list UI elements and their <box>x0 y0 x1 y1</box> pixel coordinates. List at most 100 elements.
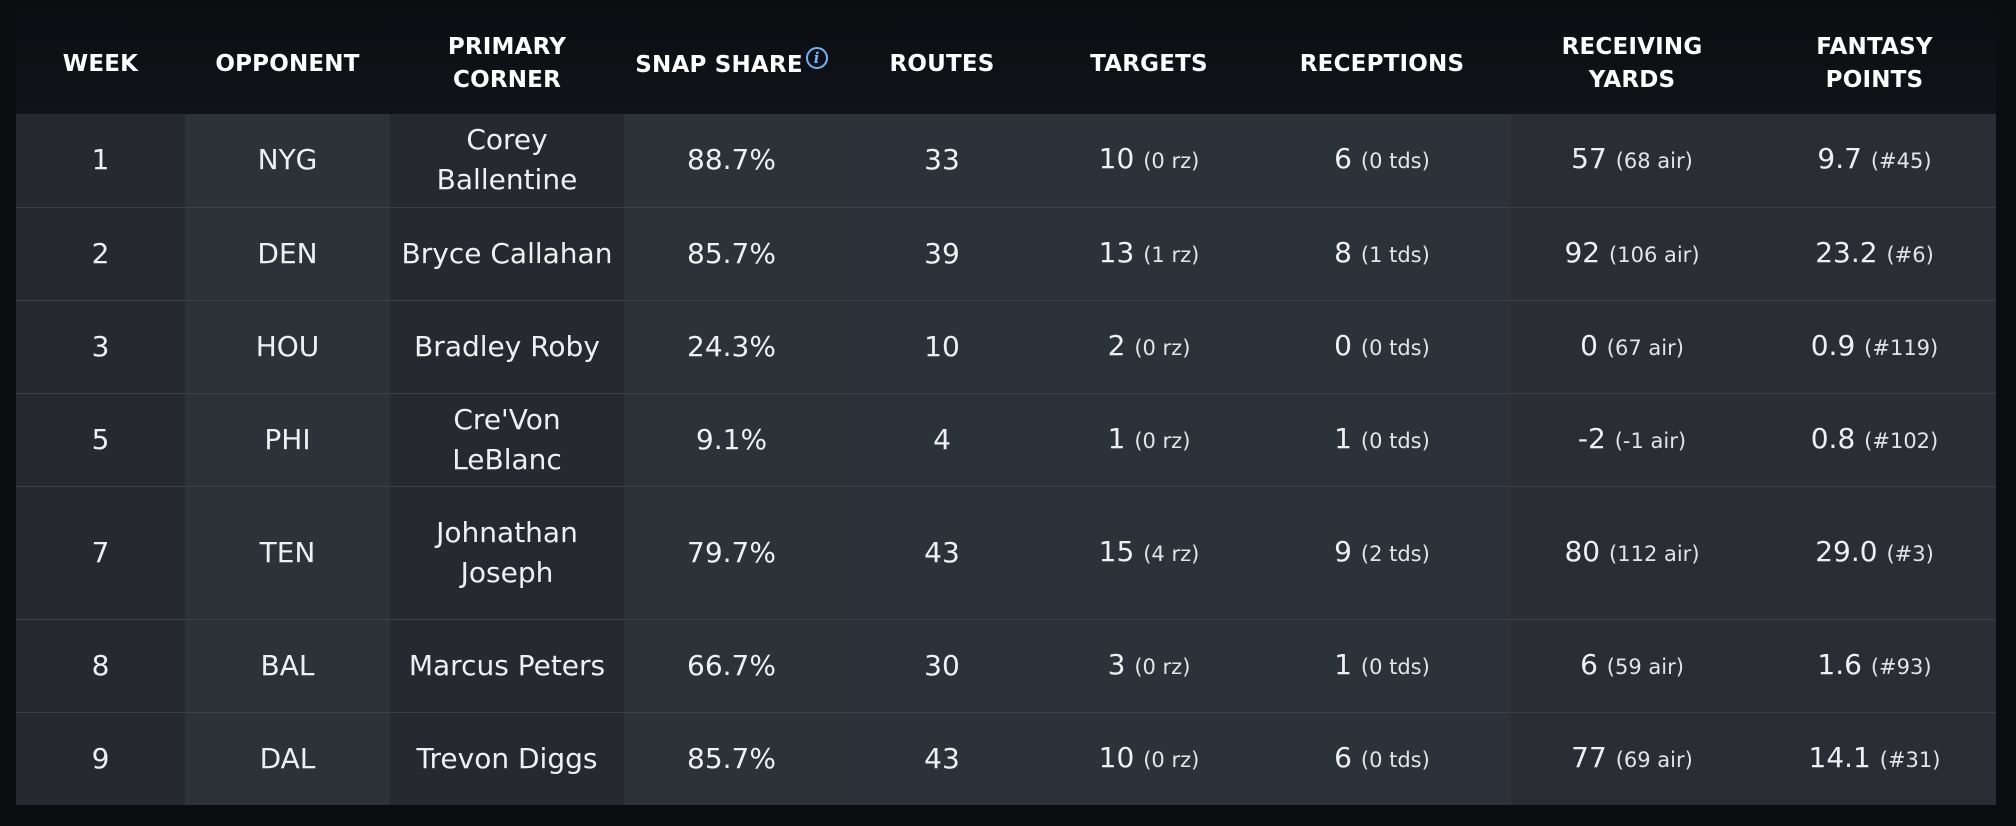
receptions-cell-detail: (1 tds) <box>1360 242 1430 267</box>
header-fantasy-points[interactable]: FANTASY POINTS <box>1753 14 1996 114</box>
targets-cell-value: 13 <box>1098 235 1135 269</box>
fantasy-points-cell-detail: (#31) <box>1879 747 1941 772</box>
primary-corner-cell: Bradley Roby <box>390 300 624 393</box>
receiving-yards-cell-value: -2 <box>1577 421 1606 455</box>
targets-cell: 13 (1 rz) <box>1045 207 1253 300</box>
receptions-cell: 0 (0 tds) <box>1253 300 1511 393</box>
fantasy-points-cell-detail: (#6) <box>1886 242 1934 267</box>
fantasy-points-cell-detail: (#45) <box>1870 149 1932 174</box>
receptions-cell-detail: (0 tds) <box>1360 747 1430 772</box>
routes-cell: 4 <box>839 393 1045 486</box>
targets-cell: 1 (0 rz) <box>1045 393 1253 486</box>
primary-corner-cell: Trevon Diggs <box>390 712 624 805</box>
fantasy-points-cell: 9.7 (#45) <box>1753 114 1996 207</box>
targets-cell-value: 3 <box>1107 647 1126 681</box>
header-receiving-yards[interactable]: RECEIVING YARDS <box>1561 34 1703 93</box>
receptions-cell-detail: (0 tds) <box>1360 654 1430 679</box>
opponent-cell: HOU <box>185 300 390 393</box>
receiving-yards-cell-value: 6 <box>1580 647 1598 681</box>
fantasy-points-cell-value: 23.2 <box>1815 235 1878 269</box>
fantasy-points-cell-value: 29.0 <box>1815 534 1878 568</box>
receptions-cell-value: 1 <box>1334 421 1352 455</box>
targets-cell-detail: (0 rz) <box>1134 428 1191 453</box>
opponent-cell: BAL <box>185 619 390 712</box>
snap-share-cell: 85.7% <box>624 207 839 300</box>
receptions-cell-detail: (0 tds) <box>1360 149 1430 174</box>
routes-cell: 30 <box>839 619 1045 712</box>
targets-cell-detail: (0 rz) <box>1143 149 1200 174</box>
table-row: 3 HOU Bradley Roby 24.3% 10 2 (0 rz) 0 (0 tds)… <box>16 300 1996 393</box>
fantasy-points-cell: 0.8 (#102) <box>1753 393 1996 486</box>
routes-cell: 43 <box>839 486 1045 619</box>
snap-share-cell: 79.7% <box>624 486 839 619</box>
table-row: 2 DEN Bryce Callahan 85.7% 39 13 (1 rz) 8 (1 t… <box>16 207 1996 300</box>
receptions-cell: 6 (0 tds) <box>1253 712 1511 805</box>
header-fantasy-points-line2: POINTS <box>1825 67 1924 93</box>
primary-corner-cell: Marcus Peters <box>390 619 624 712</box>
receiving-yards-cell: 92 (106 air) <box>1511 207 1753 300</box>
targets-cell-value: 10 <box>1098 740 1135 774</box>
targets-cell-value: 10 <box>1098 142 1135 176</box>
opponent-cell: DAL <box>185 712 390 805</box>
weekly-stats-table: WEEK OPPONENT PRIMARY CORNER SNAP SHARE i… <box>16 14 1996 805</box>
receptions-cell-value: 6 <box>1334 740 1352 774</box>
targets-cell-detail: (4 rz) <box>1143 541 1200 566</box>
week-cell: 1 <box>16 114 185 207</box>
receiving-yards-cell-value: 77 <box>1571 740 1607 774</box>
snap-share-cell: 88.7% <box>624 114 839 207</box>
table-row: 1 NYG Corey Ballentine 88.7% 33 10 (0 rz) 6 (0… <box>16 114 1996 207</box>
receptions-cell: 9 (2 tds) <box>1253 486 1511 619</box>
header-week[interactable]: WEEK <box>62 50 139 77</box>
header-primary-corner[interactable]: PRIMARY CORNER <box>447 34 567 93</box>
table-body: 1 NYG Corey Ballentine 88.7% 33 10 (0 rz) 6 (0… <box>16 114 1996 805</box>
receiving-yards-cell-detail: (-1 air) <box>1614 428 1687 453</box>
targets-cell-value: 2 <box>1107 328 1126 362</box>
fantasy-points-cell-value: 0.9 <box>1810 328 1856 362</box>
targets-cell-detail: (0 rz) <box>1143 747 1200 772</box>
receptions-cell-value: 9 <box>1334 534 1352 568</box>
receiving-yards-cell: 80 (112 air) <box>1511 486 1753 619</box>
receptions-cell-detail: (0 tds) <box>1360 335 1430 360</box>
table-row: 9 DAL Trevon Diggs 85.7% 43 10 (0 rz) 6 (0 tds… <box>16 712 1996 805</box>
snap-share-cell: 85.7% <box>624 712 839 805</box>
fantasy-points-cell-value: 1.6 <box>1817 647 1862 681</box>
fantasy-points-cell: 1.6 (#93) <box>1753 619 1996 712</box>
receiving-yards-cell-detail: (69 air) <box>1615 747 1693 772</box>
targets-cell: 15 (4 rz) <box>1045 486 1253 619</box>
fantasy-points-cell-detail: (#93) <box>1870 654 1932 679</box>
receiving-yards-cell-value: 80 <box>1564 534 1601 568</box>
receiving-yards-cell-detail: (67 air) <box>1606 335 1684 360</box>
receiving-yards-cell: -2 (-1 air) <box>1511 393 1753 486</box>
receptions-cell-detail: (0 tds) <box>1360 428 1430 453</box>
header-opponent[interactable]: OPPONENT <box>215 50 360 77</box>
fantasy-points-cell-value: 9.7 <box>1817 142 1862 176</box>
info-icon[interactable]: i <box>805 46 828 69</box>
receiving-yards-cell-value: 57 <box>1571 142 1607 176</box>
routes-cell: 39 <box>839 207 1045 300</box>
receptions-cell: 6 (0 tds) <box>1253 114 1511 207</box>
header-receptions[interactable]: RECEPTIONS <box>1299 50 1465 77</box>
routes-cell: 10 <box>839 300 1045 393</box>
receptions-cell-value: 0 <box>1334 328 1352 362</box>
targets-cell-value: 1 <box>1107 421 1126 455</box>
header-routes[interactable]: ROUTES <box>889 50 995 77</box>
receiving-yards-cell-detail: (106 air) <box>1609 242 1700 267</box>
targets-cell: 3 (0 rz) <box>1045 619 1253 712</box>
primary-corner-cell: Bryce Callahan <box>390 207 624 300</box>
receptions-cell-detail: (2 tds) <box>1360 541 1430 566</box>
header-snap-share-label: SNAP SHARE <box>635 51 803 78</box>
targets-cell-value: 15 <box>1098 534 1135 568</box>
fantasy-points-cell: 29.0 (#3) <box>1753 486 1996 619</box>
header-targets[interactable]: TARGETS <box>1090 50 1208 77</box>
receptions-cell-value: 8 <box>1334 235 1352 269</box>
week-cell: 7 <box>16 486 185 619</box>
fantasy-points-cell-detail: (#3) <box>1886 541 1934 566</box>
targets-cell: 2 (0 rz) <box>1045 300 1253 393</box>
fantasy-points-cell: 23.2 (#6) <box>1753 207 1996 300</box>
week-cell: 9 <box>16 712 185 805</box>
header-snap-share[interactable]: SNAP SHARE i <box>624 14 839 114</box>
week-cell: 2 <box>16 207 185 300</box>
table-row: 7 TEN Johnathan Joseph 79.7% 43 15 (4 rz) 9 (2… <box>16 486 1996 619</box>
header-fantasy-points-line1: FANTASY <box>1816 34 1933 60</box>
receiving-yards-cell: 77 (69 air) <box>1511 712 1753 805</box>
